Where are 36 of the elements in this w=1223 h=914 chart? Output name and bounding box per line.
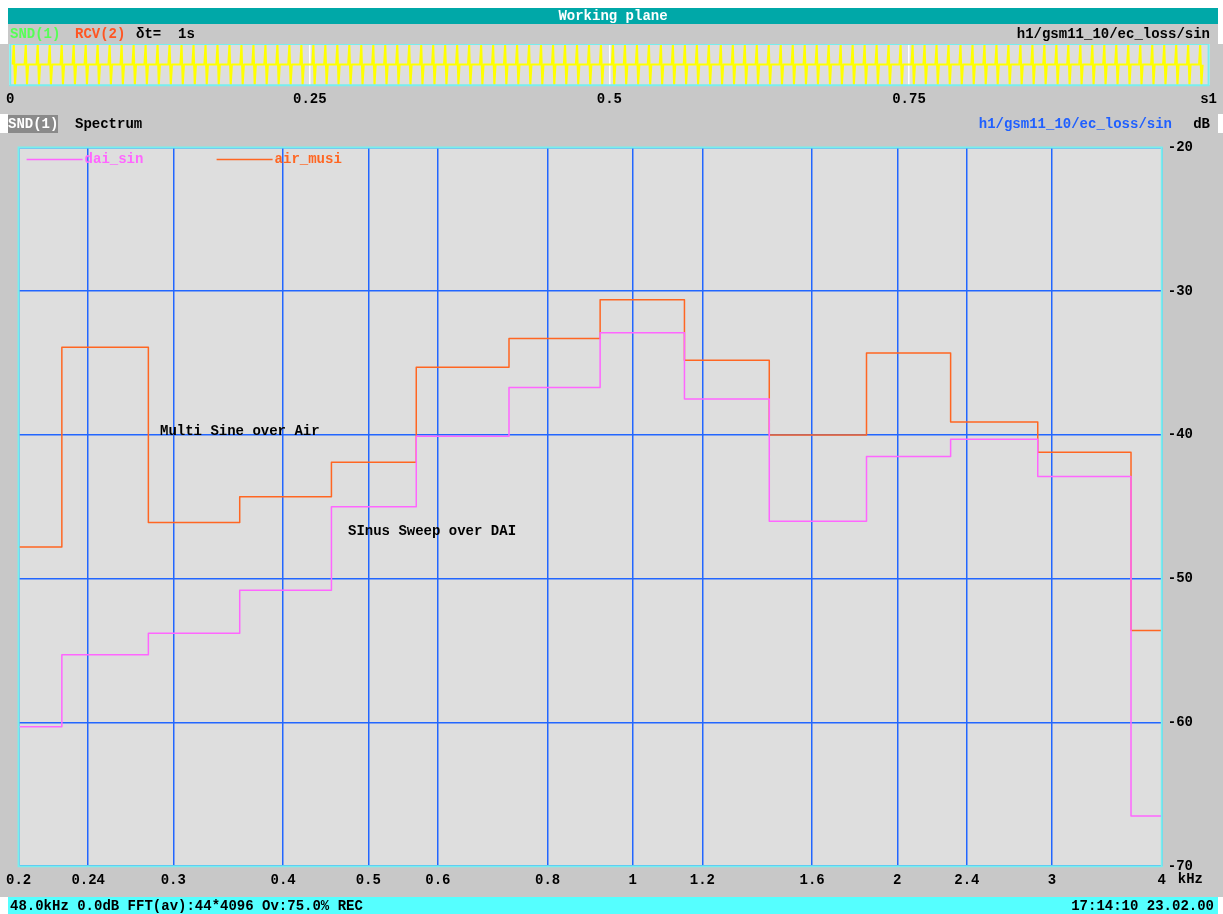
x-tick-label: 3: [1047, 872, 1057, 889]
text: h1/gsm11_10/ec_loss/sin: [978, 115, 1172, 133]
x-tick-label: 0.3: [160, 872, 186, 889]
text: SND(1): [10, 25, 61, 43]
chart-title: Spectrum: [75, 115, 143, 133]
x-tick-label: 2: [893, 872, 902, 889]
x-tick-label: 1.6: [799, 872, 825, 889]
x-tick-label: 1.2: [689, 872, 715, 889]
x-tick-label: 0.8: [535, 872, 561, 889]
y-tick-label: -20: [1167, 138, 1194, 155]
x-tick-label: 2.4: [954, 872, 980, 889]
x-tick-label: 0.4: [270, 872, 296, 889]
text: δt= 1s: [136, 25, 195, 43]
x-tick-label: 1: [628, 872, 637, 889]
x-tick-label: 0.6: [425, 872, 451, 889]
text: 48.0kHz 0.0dB FFT(av):44*4096 Ov:75.0% REC: [10, 897, 363, 914]
x-tick-label: 0.75: [892, 91, 926, 108]
y-axis-title: dB: [1193, 115, 1210, 133]
x-tick-label: 0.2: [5, 872, 32, 889]
x-tick-label: 0.24: [71, 872, 105, 889]
x-tick-label: 0.5: [596, 91, 623, 108]
text: RCV(2): [75, 25, 126, 43]
text: SND(1): [8, 115, 59, 133]
x-tick-label: s1: [1200, 91, 1217, 108]
y-tick-label: -40: [1167, 426, 1194, 443]
x-axis-title: kHz: [1177, 870, 1204, 887]
y-tick-label: -60: [1167, 713, 1194, 730]
chart-title: Working plane: [8, 8, 1218, 24]
text: h1/gsm11_10/ec_loss/sin: [1016, 25, 1210, 43]
x-tick-label: 0.25: [293, 91, 327, 108]
x-tick-label: 0.5: [355, 872, 381, 889]
x-tick-label: 0: [6, 91, 15, 108]
text: 17:14:10 23.02.00: [1071, 897, 1214, 914]
y-tick-label: -50: [1167, 570, 1194, 587]
x-tick-label: 4: [1157, 872, 1166, 889]
y-tick-label: -30: [1167, 282, 1194, 299]
